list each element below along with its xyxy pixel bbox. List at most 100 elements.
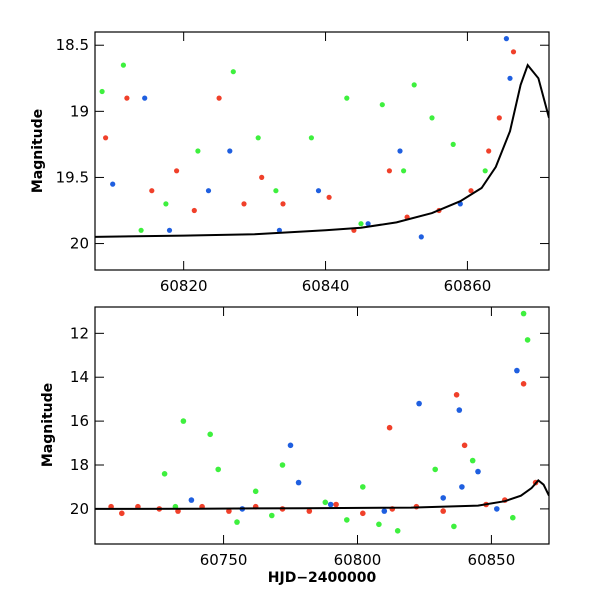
data-point-green bbox=[252, 488, 259, 495]
y-tick-label: 18 bbox=[70, 456, 89, 474]
series-red bbox=[108, 381, 539, 517]
data-point-green bbox=[234, 519, 240, 525]
data-point-green bbox=[429, 115, 435, 121]
data-point-green bbox=[360, 484, 366, 490]
data-point-green bbox=[482, 168, 488, 174]
data-point-blue bbox=[188, 497, 195, 503]
data-point-red bbox=[124, 95, 130, 101]
data-point-green bbox=[376, 521, 382, 528]
data-point-blue bbox=[416, 400, 422, 407]
data-point-blue bbox=[418, 234, 424, 240]
data-point-blue bbox=[514, 367, 520, 374]
top-axes: 60820 60840 60860 18.5 19 19.5 20 bbox=[56, 32, 549, 295]
data-point-green bbox=[358, 221, 364, 227]
data-point-green bbox=[451, 523, 457, 530]
bottom-y-axis-label: Magnitude bbox=[40, 383, 56, 467]
data-point-green bbox=[230, 69, 236, 75]
y-tick-label: 18.5 bbox=[56, 36, 89, 54]
data-point-blue bbox=[205, 188, 212, 194]
data-point-red bbox=[241, 201, 247, 207]
data-point-red bbox=[520, 381, 527, 387]
series-blue bbox=[110, 36, 513, 240]
data-point-red bbox=[103, 135, 109, 141]
data-point-red bbox=[468, 188, 474, 194]
x-tick-label: 60840 bbox=[302, 277, 350, 295]
bottom-axes-frame bbox=[94, 306, 550, 545]
series-blue bbox=[188, 367, 520, 514]
data-point-red bbox=[333, 501, 339, 508]
data-point-green bbox=[450, 141, 456, 147]
x-tick-label: 60860 bbox=[444, 277, 492, 295]
series-green bbox=[161, 310, 531, 534]
data-point-blue bbox=[503, 36, 509, 42]
data-point-blue bbox=[365, 221, 371, 227]
bottom-axes: 60750 60800 60850 12 14 16 18 20 bbox=[70, 307, 549, 569]
data-point-red bbox=[486, 148, 492, 154]
data-point-green bbox=[138, 227, 144, 233]
model-curve bbox=[95, 63, 549, 238]
y-tick-label: 19 bbox=[70, 102, 89, 120]
data-point-green bbox=[411, 82, 417, 88]
data-point-green bbox=[308, 135, 314, 141]
data-point-blue bbox=[166, 227, 173, 233]
data-point-green bbox=[207, 431, 213, 438]
data-point-blue bbox=[142, 95, 148, 101]
top-plot-area bbox=[95, 36, 549, 240]
data-point-green bbox=[161, 471, 168, 477]
data-point-green bbox=[524, 337, 531, 343]
data-point-green bbox=[273, 188, 279, 194]
data-point-red bbox=[226, 508, 232, 514]
data-point-red bbox=[510, 49, 517, 55]
data-point-red bbox=[326, 194, 332, 200]
data-point-green bbox=[215, 466, 221, 473]
data-point-red bbox=[174, 168, 180, 174]
top-axes-frame bbox=[94, 31, 550, 271]
data-point-blue bbox=[276, 227, 282, 233]
data-point-green bbox=[379, 102, 385, 108]
data-point-blue bbox=[440, 495, 447, 501]
y-tick-label: 12 bbox=[70, 324, 89, 342]
data-point-red bbox=[280, 201, 286, 207]
y-tick-label: 14 bbox=[70, 368, 89, 386]
x-tick-label: 60820 bbox=[160, 277, 208, 295]
data-point-green bbox=[269, 512, 275, 519]
data-point-blue bbox=[459, 484, 465, 490]
y-tick-label: 19.5 bbox=[56, 168, 89, 186]
x-axis-label: HJD−2400000 bbox=[268, 570, 377, 586]
data-point-green bbox=[394, 528, 401, 534]
y-tick-label: 16 bbox=[70, 412, 89, 430]
data-point-blue bbox=[315, 188, 322, 194]
data-point-red bbox=[306, 508, 313, 514]
y-tick-label: 20 bbox=[70, 235, 89, 253]
data-point-green bbox=[195, 148, 201, 154]
data-point-green bbox=[520, 310, 527, 317]
data-point-blue bbox=[327, 501, 334, 508]
data-point-red bbox=[386, 168, 392, 174]
data-point-green bbox=[180, 418, 187, 424]
model-curve bbox=[95, 479, 549, 510]
data-point-green bbox=[401, 168, 407, 174]
data-point-green bbox=[279, 462, 286, 468]
data-point-blue bbox=[494, 506, 500, 512]
data-point-blue bbox=[456, 407, 463, 413]
data-point-red bbox=[496, 115, 502, 121]
data-point-blue bbox=[295, 479, 302, 486]
data-point-green bbox=[322, 499, 329, 506]
data-point-green bbox=[344, 95, 350, 101]
data-point-blue bbox=[475, 468, 481, 475]
data-point-blue bbox=[381, 508, 388, 514]
data-point-red bbox=[440, 508, 447, 514]
bottom-plot-area bbox=[95, 310, 549, 534]
top-panel: 60820 60840 60860 18.5 19 19.5 20 Magnitude bbox=[30, 31, 550, 295]
data-point-red bbox=[191, 207, 197, 214]
data-point-red bbox=[259, 174, 265, 180]
top-y-axis-label: Magnitude bbox=[30, 109, 46, 193]
data-point-blue bbox=[110, 181, 116, 187]
data-point-blue bbox=[227, 148, 233, 154]
bottom-panel: 60750 60800 60850 12 14 16 18 20 Magnitude HJD−… bbox=[40, 306, 550, 586]
data-point-green bbox=[99, 88, 105, 95]
data-point-red bbox=[149, 188, 155, 194]
data-point-red bbox=[216, 95, 222, 101]
data-point-green bbox=[163, 201, 169, 207]
